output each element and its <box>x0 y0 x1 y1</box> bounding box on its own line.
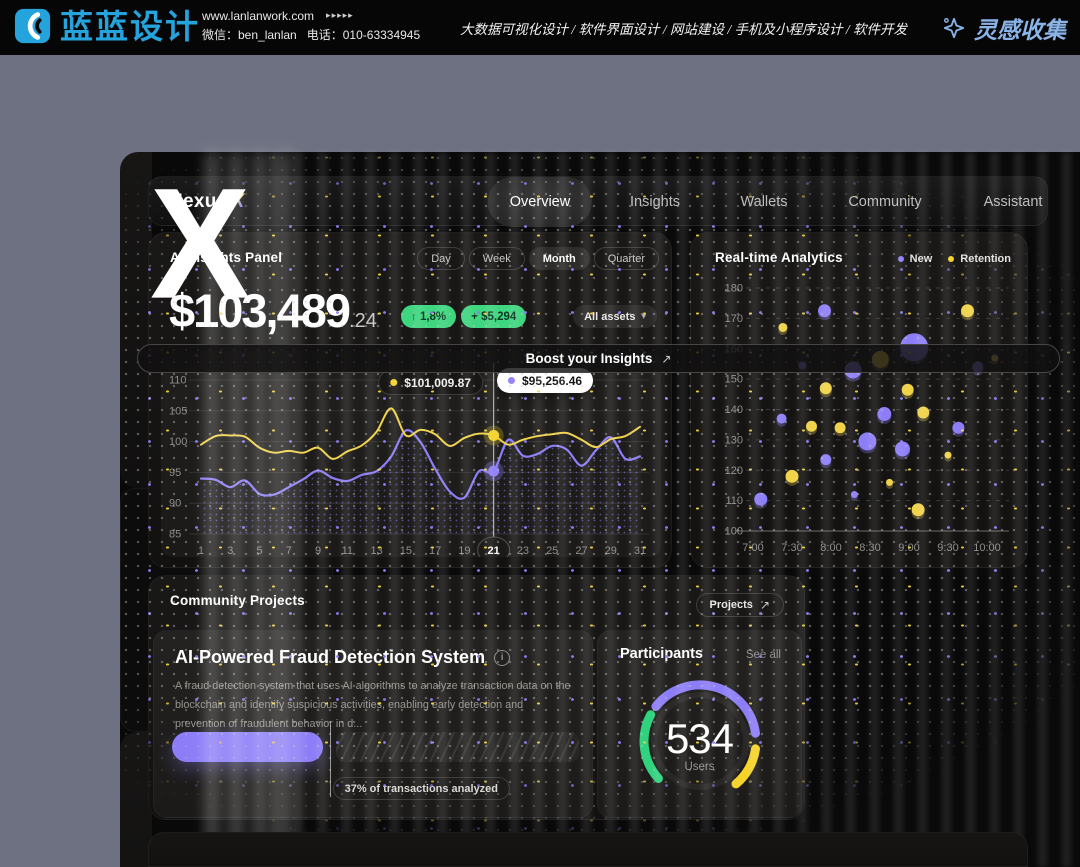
website-link[interactable]: www.lanlanwork.com <box>202 9 315 23</box>
banner-contact: www.lanlanwork.com ▸▸▸▸▸ 微信：ben_lanlan 电… <box>202 7 420 44</box>
phone-contact: 电话：010-63334945 <box>306 27 421 42</box>
sparkle-icon <box>943 17 965 38</box>
light-streaks-faint <box>270 152 1080 867</box>
top-banner: 蓝蓝设计 www.lanlanwork.com ▸▸▸▸▸ 微信：ben_lan… <box>0 0 1080 55</box>
bottom-card-cut <box>148 832 1028 867</box>
boost-card[interactable]: X Boost your Insights ↗ <box>120 152 1080 867</box>
brand-logo-icon <box>14 8 51 44</box>
brand-name: 蓝蓝设计 <box>60 7 200 45</box>
dot-sphere-graphic <box>120 152 1080 867</box>
services-tagline: 大数据可视化设计 / 软件界面设计 / 网站建设 / 手机及小程序设计 / 软件… <box>460 21 908 37</box>
arrow-icons: ▸▸▸▸▸ <box>326 10 354 21</box>
brand: 蓝蓝设计 <box>14 7 200 45</box>
light-streaks <box>208 152 294 867</box>
dashboard-panel: NexusX Overview Insights Wallets Communi… <box>120 152 1080 867</box>
inspiration-collect[interactable]: 灵感收集 <box>941 0 1066 55</box>
inspiration-collect-label: 灵感收集 <box>974 17 1066 43</box>
wechat-contact: 微信：ben_lanlan <box>202 27 297 42</box>
